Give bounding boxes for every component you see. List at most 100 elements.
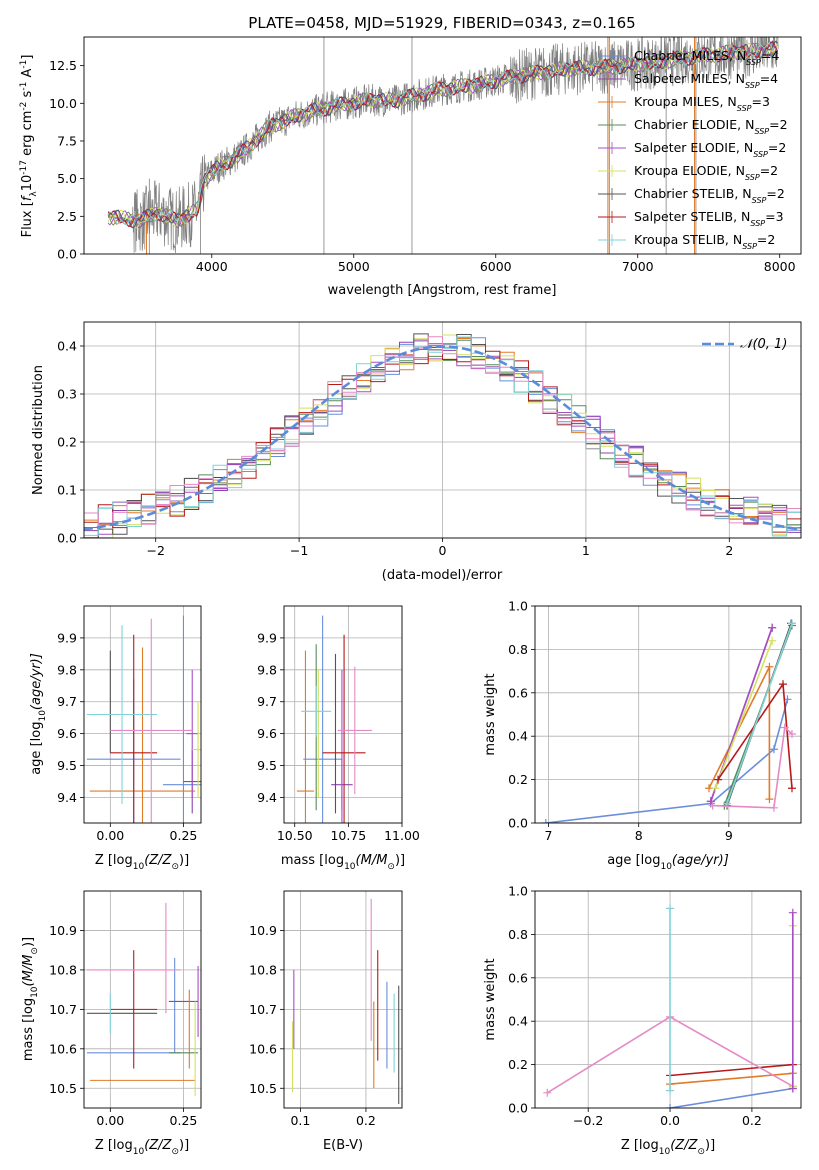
chart-age_vs_Z: 0.00 0.25 9.4 9.5 9.6 9.7 9.8 9.9	[57, 605, 202, 843]
y-tick-label: 9.9	[57, 630, 77, 645]
weight-marker	[788, 1084, 797, 1093]
errorbar-point	[110, 634, 158, 823]
legend-nssp: 4	[770, 71, 778, 86]
weight-line	[545, 699, 789, 823]
legend-nssp-sub: SSP	[745, 81, 760, 90]
legend-nssp-sub: SSP	[746, 58, 761, 67]
legend-entry: Salpeter ELODIE, NSSP=2	[634, 140, 786, 159]
y-axis-label-part: (age/yr)]	[29, 653, 44, 710]
weight-marker	[769, 745, 778, 754]
y-tick-label: 0.0	[508, 1101, 528, 1116]
x-tick-label: −2	[146, 543, 164, 558]
x-axis-label-part: )]	[705, 1138, 715, 1153]
chart-mass_vs_ebv: 0.1 0.2 10.5 10.6 10.7 10.8 10.9	[249, 890, 403, 1128]
y-axis-label-part: age [log	[29, 722, 44, 775]
legend-nssp: 3	[776, 209, 784, 224]
y-tick-label: 10.8	[249, 962, 277, 977]
y-tick-label: 9.6	[57, 726, 77, 741]
legend-series-name: Salpeter MILES	[634, 71, 728, 86]
legend-eq: =	[757, 232, 767, 247]
legend-entry: Salpeter MILES, NSSP=4	[634, 71, 778, 90]
plot-area	[535, 891, 801, 1108]
weight-marker	[666, 1086, 675, 1095]
weight-marker	[765, 795, 774, 804]
y-tick-label: 0.4	[508, 729, 528, 744]
x-axis-label-part: Z [log	[95, 853, 133, 868]
weight-marker	[778, 680, 787, 689]
x-axis-label: Z [log10(Z/Z⊙)]	[621, 1138, 715, 1157]
y-tick-label: 0.0	[57, 247, 77, 262]
x-tick-label: 0.25	[170, 1113, 198, 1128]
y-tick-label: 0.0	[508, 816, 528, 831]
legend-entry: Kroupa ELODIE, NSSP=2	[634, 163, 778, 182]
legend-entry: Kroupa MILES, NSSP=3	[634, 94, 770, 113]
y-tick-label: 10.0	[49, 96, 77, 111]
x-axis-label-part: age [log	[607, 853, 660, 868]
y-axis-label-part: (M/M	[21, 955, 36, 987]
x-axis-label-part: (M/M	[356, 853, 388, 868]
legend-nssp-sub: SSP	[754, 127, 769, 136]
y-axis-label-part: 10	[38, 710, 48, 722]
legend-entry: 𝒩(0, 1)	[740, 337, 787, 352]
x-tick-label: 0	[439, 543, 447, 558]
y-tick-label: 10.7	[249, 1002, 277, 1017]
legend-nssp-sub: SSP	[752, 196, 767, 205]
axes-frame	[83, 890, 202, 1109]
legend-entry: Chabrier ELODIE, NSSP=2	[634, 117, 788, 136]
x-tick-label: 2	[725, 543, 733, 558]
legend-nssp-prefix: , N	[719, 94, 736, 109]
y-axis-label-part: λ	[29, 191, 39, 197]
x-axis-label: Z [log10(Z/Z⊙)]	[95, 1138, 189, 1157]
legend-series-name: Chabrier ELODIE	[634, 117, 737, 132]
weight-marker	[714, 775, 723, 784]
y-tick-label: 0.0	[57, 531, 77, 546]
x-tick-label: 10.50	[277, 828, 313, 843]
legend-entry: Kroupa STELIB, NSSP=2	[634, 232, 775, 251]
axes-frame	[534, 605, 802, 824]
x-axis-label-part: Z [log	[621, 1138, 659, 1153]
x-axis-label-part: )]	[179, 1138, 189, 1153]
axes-frame	[534, 890, 802, 1109]
legend-eq: =	[760, 163, 770, 178]
x-axis-label: mass [log10(M/M⊙)]	[281, 853, 405, 872]
x-tick-label: 7000	[622, 259, 654, 274]
plot-area	[107, 37, 779, 254]
weight-marker	[666, 1104, 675, 1108]
plot-area	[535, 606, 801, 823]
x-axis-label-part: 10	[133, 862, 145, 872]
chart-weight_vs_age: 7 8 9 0.0 0.2 0.4 0.6 0.8 1.0	[508, 599, 802, 843]
y-tick-label: 12.5	[49, 58, 77, 73]
legend-nssp-prefix: , N	[734, 186, 751, 201]
gaussian-curve	[84, 345, 801, 531]
weight-marker	[769, 803, 778, 812]
y-axis-label-part: )]	[21, 937, 36, 947]
x-axis-label-part: ⊙	[171, 1147, 179, 1157]
x-axis-label-part: ⊙	[697, 1147, 705, 1157]
y-axis-label: Flux [fλ10-17 erg cm-2 s-1 A-1]	[19, 55, 39, 238]
y-axis-label-part: -2	[19, 102, 29, 111]
legend-nssp-prefix: , N	[736, 140, 753, 155]
legend-nssp-sub: SSP	[737, 104, 752, 113]
y-tick-label: 10.9	[49, 923, 77, 938]
x-axis-label-part: 10	[660, 862, 672, 872]
legend-nssp: 2	[778, 140, 786, 155]
x-axis-label: E(B-V)	[323, 1138, 363, 1153]
errorbar-point	[301, 685, 332, 737]
y-tick-label: 0.4	[57, 339, 77, 354]
x-tick-label: 5000	[338, 259, 370, 274]
errorbar-point	[186, 669, 199, 798]
x-axis-label-part: ⊙	[387, 862, 395, 872]
legend-entry: Chabrier MILES, NSSP=4	[634, 48, 779, 67]
axes-frame	[83, 605, 202, 824]
legend-eq: =	[768, 140, 778, 155]
errorbar-point	[89, 647, 196, 823]
x-tick-label: 0.00	[96, 1113, 124, 1128]
y-axis-label-part: erg cm	[20, 111, 35, 160]
axes-frame	[283, 605, 403, 824]
weight-marker	[765, 662, 774, 671]
x-axis-label-part: )]	[179, 853, 189, 868]
legend-nssp: 2	[780, 117, 788, 132]
errorbar-point	[86, 625, 158, 804]
y-axis-label-part: -17	[19, 160, 29, 175]
